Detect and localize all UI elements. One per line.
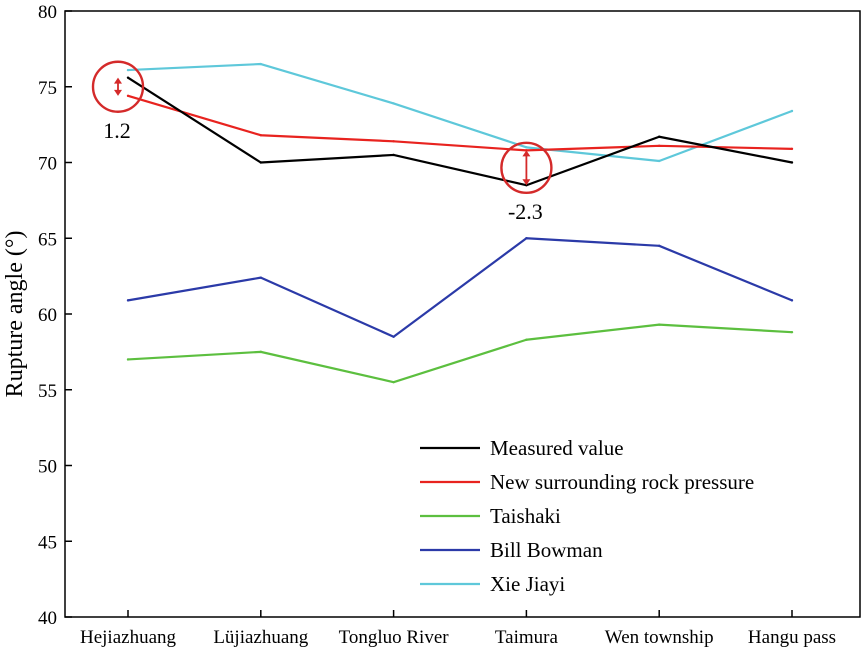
data-point xyxy=(525,237,528,240)
x-axis: Hejiazhuang Lüjiazhuang Tongluo River Taimu… xyxy=(80,610,836,648)
data-point xyxy=(392,335,395,338)
series-layer xyxy=(126,62,794,384)
legend-entry-measured-value: Measured value xyxy=(420,436,624,460)
legend-entry-bill-bowman: Bill Bowman xyxy=(420,538,603,562)
x-tick-label-lujiazhuang: Lüjiazhuang xyxy=(213,627,308,648)
data-point xyxy=(126,68,130,72)
legend-label: Measured value xyxy=(490,436,624,460)
plot-frame xyxy=(64,10,861,618)
y-tick-label: 70 xyxy=(38,154,57,175)
arrow-head-down xyxy=(114,89,122,96)
y-axis-title: Rupture angle (°) xyxy=(2,231,28,398)
series-line-measured-value xyxy=(127,76,793,187)
legend-entry-new-surrounding-rock-pressure: New surrounding rock pressure xyxy=(420,470,754,494)
difference-label: 1.2 xyxy=(103,118,131,143)
legend: Measured value New surrounding rock press… xyxy=(420,436,754,596)
data-point xyxy=(392,140,395,143)
legend-label: Taishaki xyxy=(490,504,561,528)
data-point xyxy=(790,299,794,302)
series-line-new-surrounding-rock-pressure xyxy=(127,94,793,152)
x-tick-label-tongluo-river: Tongluo River xyxy=(339,627,450,648)
data-point xyxy=(259,134,262,137)
data-point xyxy=(126,76,130,79)
y-tick-label: 75 xyxy=(38,78,57,99)
data-point xyxy=(392,380,395,384)
y-axis: 40 45 50 55 60 65 70 75 80 xyxy=(38,2,72,629)
data-point xyxy=(392,102,395,105)
data-point xyxy=(790,109,794,113)
annotation-layer: 1.2 -2.3 xyxy=(91,60,553,224)
highlight-circle xyxy=(91,60,145,113)
y-tick-label: 65 xyxy=(38,229,57,250)
series-taishaki xyxy=(126,323,794,384)
data-point xyxy=(658,244,661,248)
data-point xyxy=(392,153,395,157)
difference-label: -2.3 xyxy=(508,199,543,224)
legend-label: Bill Bowman xyxy=(490,538,603,562)
legend-label: New surrounding rock pressure xyxy=(490,470,754,494)
arrow-head-up xyxy=(522,150,531,157)
x-tick-label-wen-township: Wen township xyxy=(605,627,714,648)
series-measured-value xyxy=(126,76,794,187)
data-point xyxy=(790,330,794,334)
series-line-taishaki xyxy=(127,323,793,384)
y-tick-label: 55 xyxy=(38,381,57,402)
data-point xyxy=(658,159,661,163)
series-line-xie-jiayi xyxy=(127,62,793,163)
data-point xyxy=(259,276,262,279)
data-point xyxy=(525,146,528,149)
data-point xyxy=(259,62,262,66)
legend-entry-xie-jiayi: Xie Jiayi xyxy=(420,572,565,596)
y-tick-label: 45 xyxy=(38,532,57,553)
data-point xyxy=(658,323,661,326)
series-new-surrounding-rock-pressure xyxy=(126,94,794,152)
highlight-circle xyxy=(500,141,553,195)
series-line-bill-bowman xyxy=(127,237,793,338)
data-point xyxy=(126,94,130,98)
legend-entry-taishaki: Taishaki xyxy=(420,504,561,528)
legend-label: Xie Jiayi xyxy=(490,572,565,596)
data-point xyxy=(259,350,262,354)
data-point xyxy=(658,144,661,148)
y-tick-label: 40 xyxy=(38,608,57,629)
data-point xyxy=(790,147,794,151)
data-point xyxy=(525,338,528,341)
data-point xyxy=(790,161,794,164)
data-point xyxy=(658,135,661,138)
difference-annotation: -2.3 xyxy=(500,141,553,224)
x-tick-label-hejiazhuang: Hejiazhuang xyxy=(80,627,177,648)
data-point xyxy=(126,358,130,361)
difference-annotation: 1.2 xyxy=(91,60,145,143)
x-tick-label-hangu-pass: Hangu pass xyxy=(748,627,836,648)
y-tick-label: 50 xyxy=(38,457,57,478)
data-point xyxy=(126,299,130,302)
arrow-head-down xyxy=(522,179,531,186)
y-tick-label: 80 xyxy=(38,2,57,23)
series-xie-jiayi xyxy=(126,62,794,163)
data-point xyxy=(259,161,262,164)
arrow-head-up xyxy=(114,77,122,84)
series-bill-bowman xyxy=(126,237,794,338)
x-tick-label-taimura: Taimura xyxy=(495,627,559,648)
y-tick-label: 60 xyxy=(38,305,57,326)
